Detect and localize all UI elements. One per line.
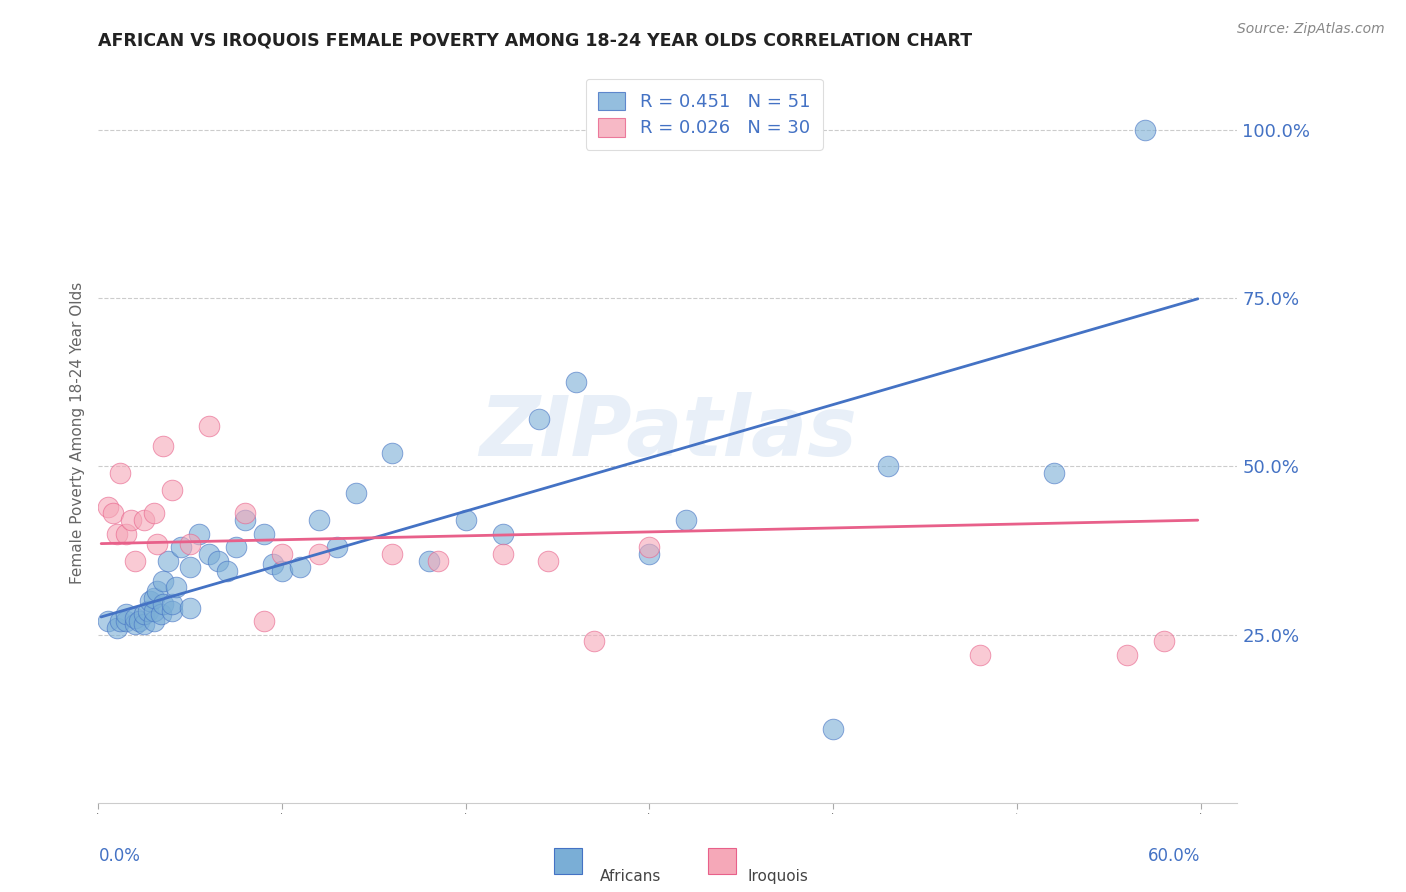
Africans — [215, 564, 238, 578]
Iroquois — [969, 648, 991, 662]
Africans — [179, 560, 201, 574]
Iroquois — [152, 439, 174, 453]
Africans — [160, 604, 183, 618]
Iroquois — [179, 536, 201, 550]
Africans — [271, 564, 294, 578]
Africans — [152, 597, 174, 611]
Africans — [262, 557, 284, 571]
Africans — [165, 581, 187, 595]
Africans — [207, 553, 229, 567]
Africans — [124, 610, 146, 624]
Legend: R = 0.451   N = 51, R = 0.026   N = 30: R = 0.451 N = 51, R = 0.026 N = 30 — [586, 78, 823, 150]
Iroquois — [121, 513, 143, 527]
Iroquois — [308, 547, 330, 561]
Iroquois — [427, 553, 450, 567]
Africans — [179, 600, 201, 615]
Africans — [152, 574, 174, 588]
FancyBboxPatch shape — [707, 848, 737, 874]
Iroquois — [1116, 648, 1139, 662]
Iroquois — [271, 547, 294, 561]
Africans — [454, 513, 477, 527]
Africans — [110, 614, 132, 628]
Africans — [418, 553, 440, 567]
Text: AFRICAN VS IROQUOIS FEMALE POVERTY AMONG 18-24 YEAR OLDS CORRELATION CHART: AFRICAN VS IROQUOIS FEMALE POVERTY AMONG… — [98, 32, 973, 50]
Iroquois — [160, 483, 183, 497]
Africans — [253, 526, 276, 541]
Iroquois — [105, 526, 128, 541]
Africans — [529, 412, 551, 426]
Africans — [197, 547, 219, 561]
Africans — [1042, 466, 1064, 480]
Africans — [290, 560, 312, 574]
Iroquois — [638, 540, 661, 554]
Africans — [877, 459, 900, 474]
Africans — [381, 446, 404, 460]
Africans — [134, 607, 156, 622]
Africans — [491, 526, 513, 541]
Iroquois — [1153, 634, 1175, 648]
Iroquois — [115, 526, 138, 541]
Africans — [136, 604, 159, 618]
Iroquois — [110, 466, 132, 480]
Iroquois — [666, 122, 689, 136]
Africans — [146, 583, 169, 598]
Text: Africans: Africans — [599, 870, 661, 885]
Africans — [97, 614, 120, 628]
Africans — [142, 591, 165, 605]
Africans — [157, 553, 180, 567]
Africans — [823, 722, 845, 736]
Y-axis label: Female Poverty Among 18-24 Year Olds: Female Poverty Among 18-24 Year Olds — [69, 282, 84, 583]
Africans — [326, 540, 349, 554]
Africans — [1135, 122, 1157, 136]
Iroquois — [583, 634, 606, 648]
Iroquois — [124, 553, 146, 567]
Iroquois — [134, 513, 156, 527]
Iroquois — [146, 536, 169, 550]
Africans — [134, 617, 156, 632]
Africans — [170, 540, 193, 554]
Iroquois — [142, 507, 165, 521]
Africans — [105, 621, 128, 635]
Africans — [225, 540, 247, 554]
Africans — [638, 547, 661, 561]
Iroquois — [381, 547, 404, 561]
Africans — [308, 513, 330, 527]
Iroquois — [235, 507, 257, 521]
Africans — [149, 607, 172, 622]
Africans — [142, 614, 165, 628]
Africans — [235, 513, 257, 527]
Africans — [128, 614, 150, 628]
Iroquois — [101, 507, 124, 521]
Iroquois — [97, 500, 120, 514]
Africans — [124, 617, 146, 632]
Iroquois — [537, 553, 560, 567]
Africans — [344, 486, 367, 500]
Africans — [675, 513, 697, 527]
Iroquois — [253, 614, 276, 628]
Text: 0.0%: 0.0% — [98, 847, 141, 865]
Text: 60.0%: 60.0% — [1149, 847, 1201, 865]
Africans — [565, 375, 588, 389]
Africans — [139, 594, 162, 608]
Africans — [188, 526, 211, 541]
Iroquois — [197, 418, 219, 433]
Africans — [115, 614, 138, 628]
Iroquois — [491, 547, 513, 561]
Text: ZIPatlas: ZIPatlas — [479, 392, 856, 473]
Africans — [160, 597, 183, 611]
Africans — [142, 604, 165, 618]
Africans — [115, 607, 138, 622]
Text: Source: ZipAtlas.com: Source: ZipAtlas.com — [1237, 22, 1385, 37]
Text: Iroquois: Iroquois — [748, 870, 808, 885]
FancyBboxPatch shape — [554, 848, 582, 874]
